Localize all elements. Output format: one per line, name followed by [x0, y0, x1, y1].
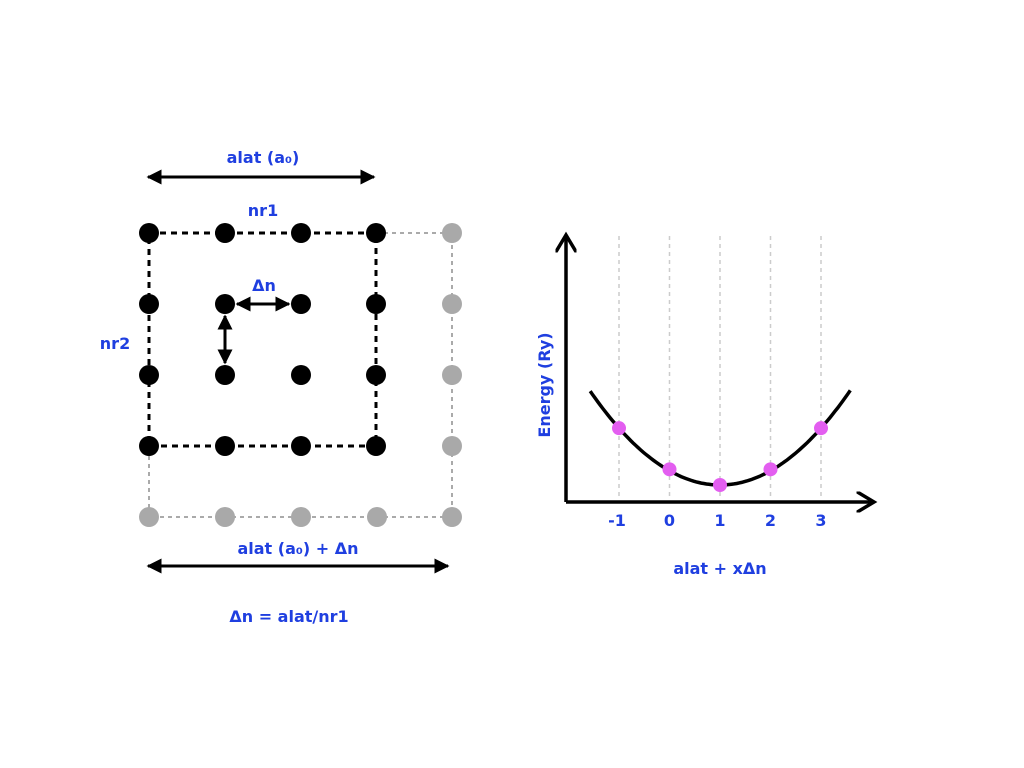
- dn-formula: Δn = alat/nr1: [229, 607, 348, 626]
- black-dot: [291, 365, 311, 385]
- energy-point: [713, 478, 727, 492]
- dn-label: Δn: [252, 276, 276, 295]
- black-dot: [215, 294, 235, 314]
- black-dot: [291, 436, 311, 456]
- x-tick-label: 0: [664, 511, 675, 530]
- black-dot: [291, 223, 311, 243]
- gray-dot: [442, 507, 462, 527]
- energy-point: [814, 421, 828, 436]
- energy-point: [612, 421, 626, 436]
- y-axis-label: Energy (Ry): [535, 332, 554, 437]
- gray-dot: [291, 507, 311, 527]
- tick-guides: [618, 236, 822, 500]
- x-tick-label: 2: [765, 511, 776, 530]
- nr1-label: nr1: [248, 201, 278, 220]
- black-dot: [366, 294, 386, 314]
- black-dot: [139, 294, 159, 314]
- black-dot: [366, 223, 386, 243]
- black-dot: [139, 365, 159, 385]
- gray-dot: [367, 507, 387, 527]
- energy-chart: -1 0 1 2 3 Energy (Ry) alat + xΔn: [535, 235, 874, 578]
- lattice-diagram: alat (a₀) nr1 nr2: [100, 148, 462, 626]
- gray-dot: [139, 507, 159, 527]
- black-dot: [215, 223, 235, 243]
- alat-dn-label: alat (a₀) + Δn: [237, 539, 358, 558]
- gray-dot: [442, 223, 462, 243]
- black-dot: [215, 365, 235, 385]
- unit-cell-outline: [147, 231, 378, 448]
- x-tick-label: 3: [815, 511, 826, 530]
- black-dot: [291, 294, 311, 314]
- black-dot: [366, 365, 386, 385]
- energy-point: [763, 462, 778, 477]
- x-axis-label: alat + xΔn: [673, 559, 766, 578]
- gray-dot: [442, 436, 462, 456]
- black-dot: [215, 436, 235, 456]
- gray-dots: [139, 223, 462, 527]
- black-dot: [139, 436, 159, 456]
- black-dot: [139, 223, 159, 243]
- gray-dot: [442, 294, 462, 314]
- alat-label: alat (a₀): [227, 148, 300, 167]
- x-tick-labels: -1 0 1 2 3: [608, 511, 826, 530]
- black-dot: [366, 436, 386, 456]
- black-dots: [139, 223, 386, 456]
- gray-dot: [215, 507, 235, 527]
- x-tick-label: 1: [714, 511, 725, 530]
- x-tick-label: -1: [608, 511, 626, 530]
- gray-dot: [442, 365, 462, 385]
- energy-point: [662, 462, 677, 477]
- energy-points: [612, 421, 828, 492]
- nr2-label: nr2: [100, 334, 130, 353]
